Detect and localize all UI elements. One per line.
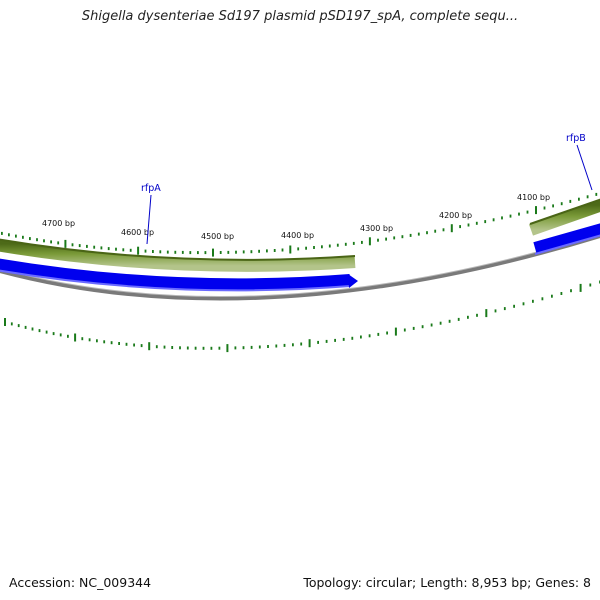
map-title: Shigella dysenteriae Sd197 plasmid pSD19…	[81, 9, 519, 24]
tick-label-4200: 4200 bp	[439, 211, 472, 220]
gene-feature-rfpB[interactable]	[529, 198, 600, 236]
inner-tick-ring	[4, 280, 600, 353]
gene-label-rfpB[interactable]: rfpB	[566, 133, 586, 144]
gene-leader-rfpA	[146, 194, 152, 245]
accession-label: Accession: NC_009344	[9, 575, 152, 590]
plasmid-backbone	[0, 234, 600, 301]
gene-feature-rfpA[interactable]	[0, 238, 356, 272]
outer-tick-ring	[0, 192, 598, 257]
tick-label-4700: 4700 bp	[42, 219, 75, 228]
tick-label-4600: 4600 bp	[121, 228, 154, 237]
gene-leader-rfpB	[576, 144, 593, 191]
tick-label-4400: 4400 bp	[281, 231, 314, 240]
cds-feature-rfpA[interactable]	[0, 258, 358, 292]
tick-label-4300: 4300 bp	[360, 224, 393, 233]
tick-label-4500: 4500 bp	[201, 232, 234, 241]
tick-label-4100: 4100 bp	[517, 193, 550, 202]
topology-summary: Topology: circular; Length: 8,953 bp; Ge…	[303, 575, 591, 590]
cds-arrow-head	[348, 274, 358, 288]
cds-feature-rfpB[interactable]	[533, 223, 600, 255]
gene-label-rfpA[interactable]: rfpA	[141, 183, 161, 194]
